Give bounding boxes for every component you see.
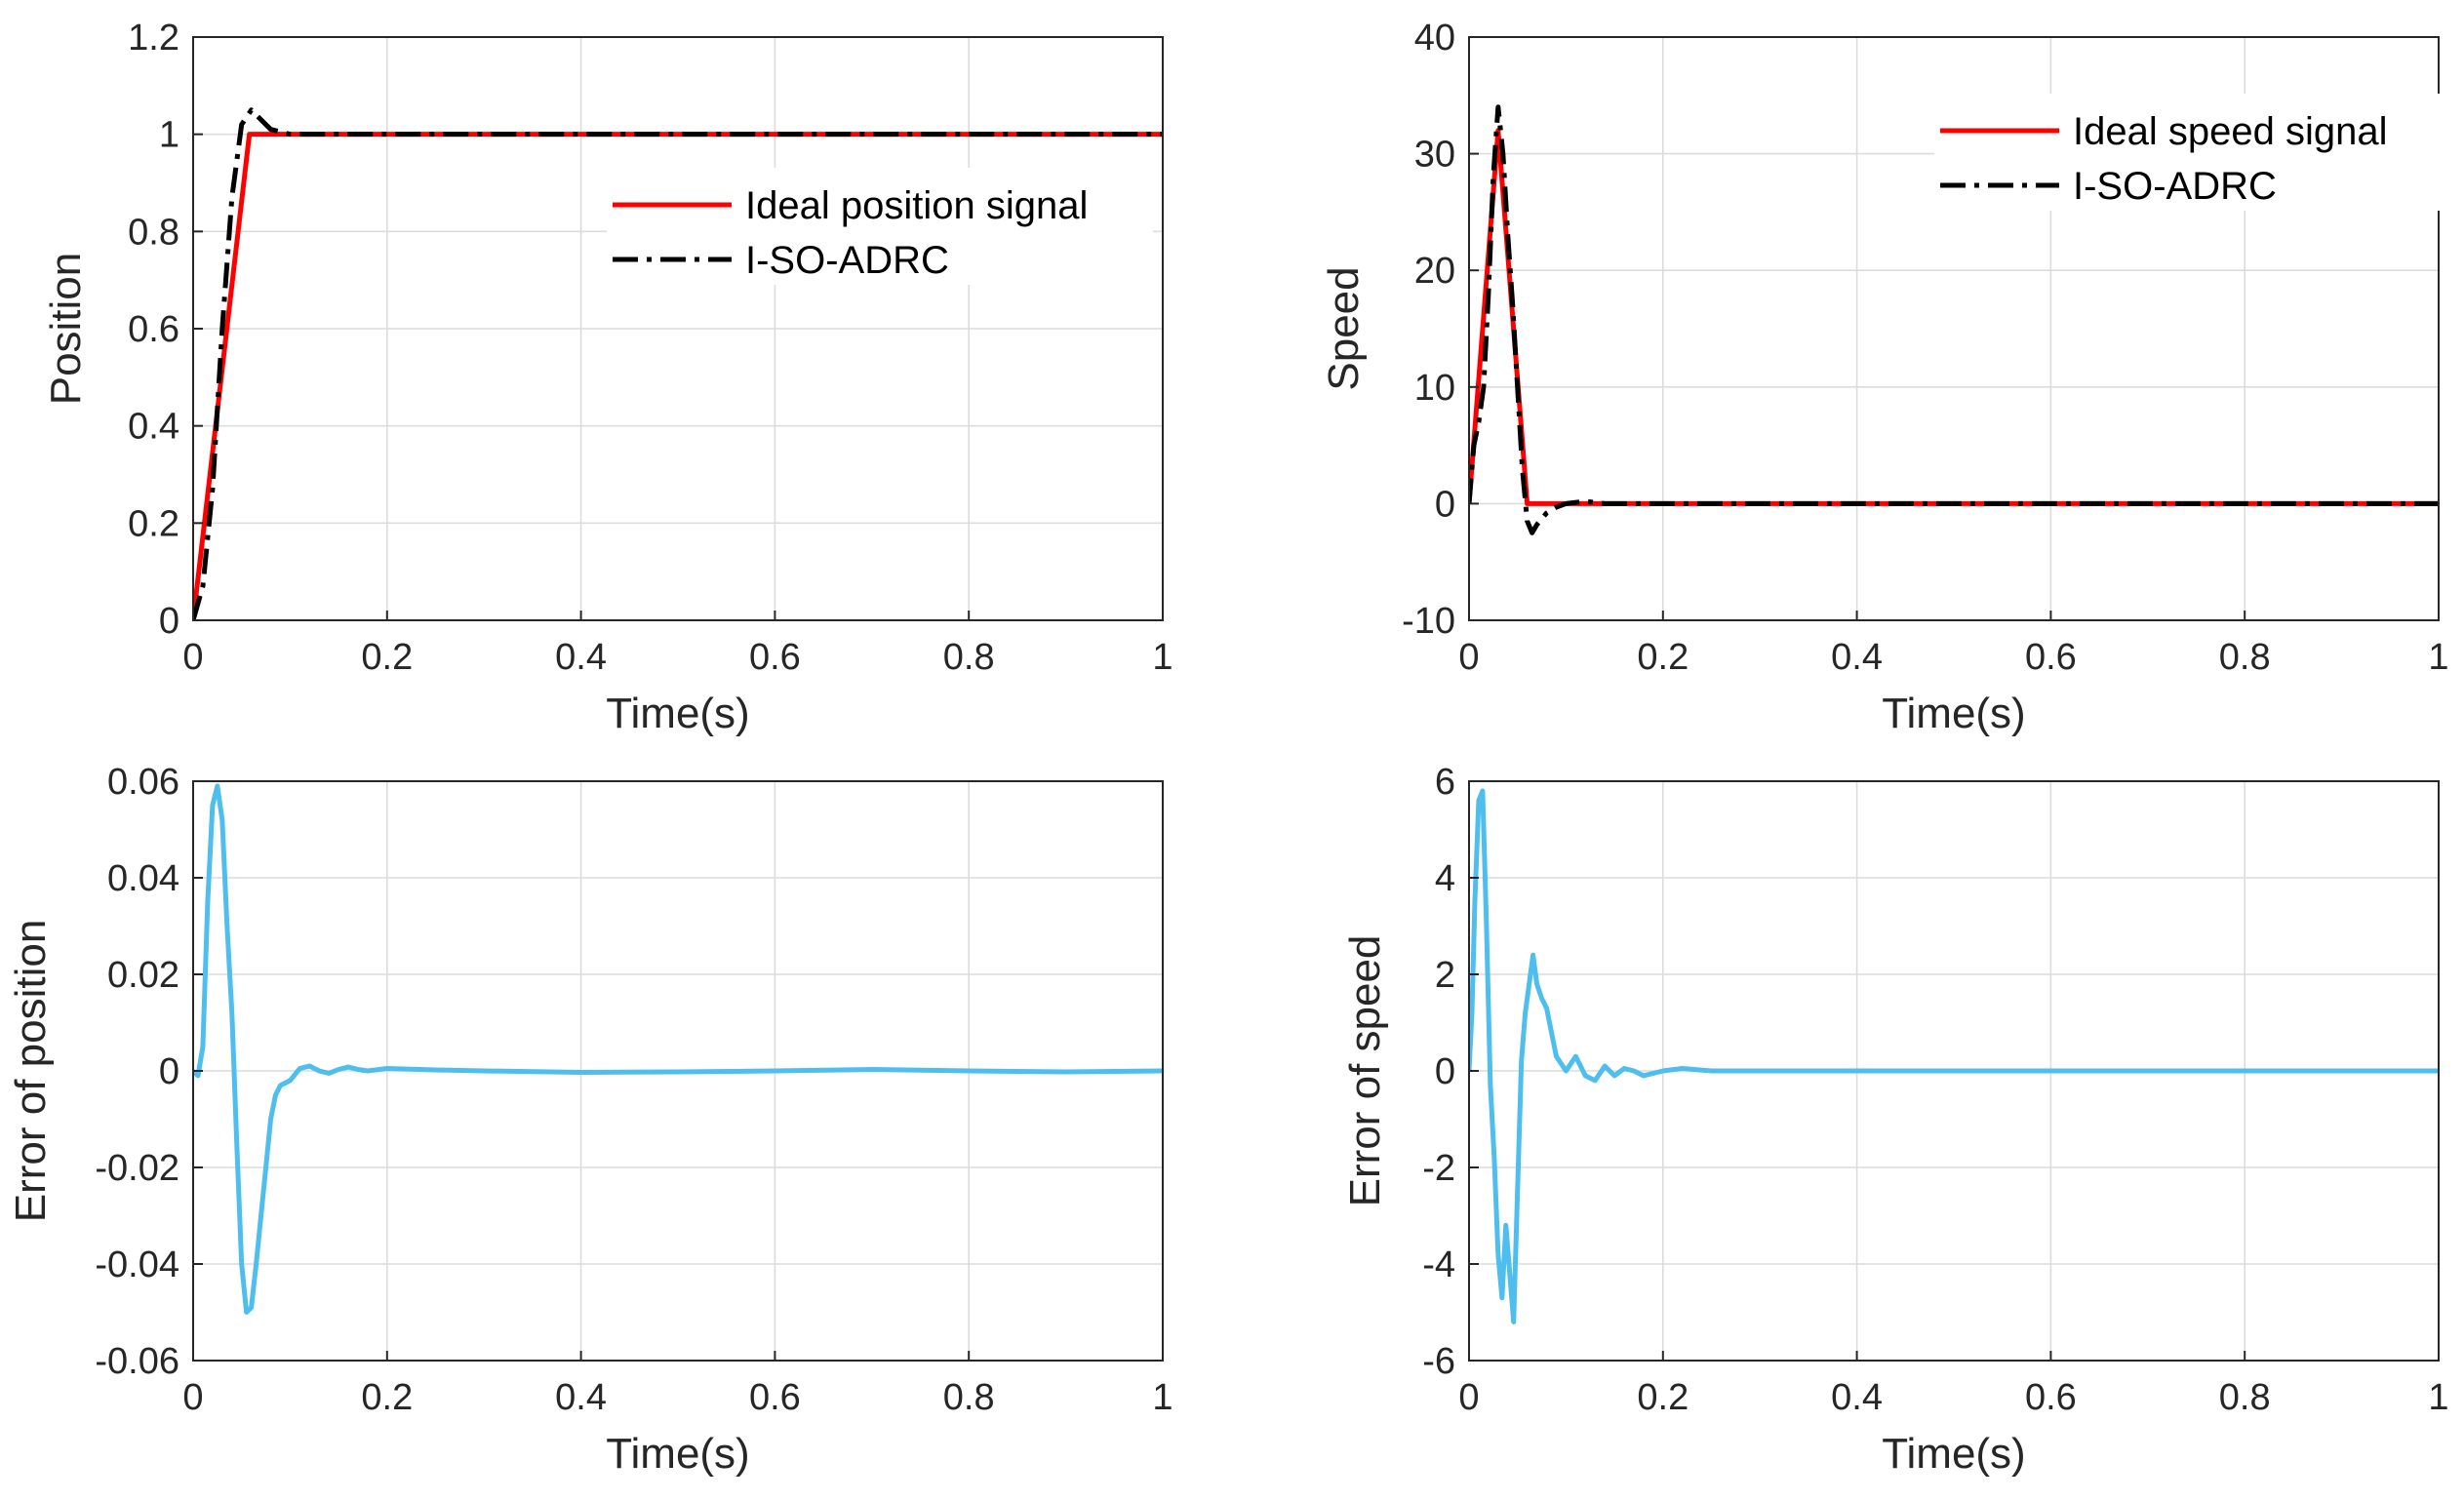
y-tick-label: -6: [1422, 1341, 1455, 1382]
legend-box: [1934, 94, 2442, 211]
chart-error_speed: 0 0.2 0.4 0.6 0.8 1 -6 -4 -2 0 2 4 6 Time(s) Error of …: [1341, 762, 2449, 1478]
y-tick-label: 0: [1435, 484, 1455, 525]
series-line-i-so-adrc: [1469, 104, 2439, 535]
x-tick-label: 0: [1458, 1377, 1479, 1418]
x-tick-label: 0: [182, 1377, 203, 1418]
legend-label: I-SO-ADRC: [745, 239, 949, 282]
axes-frame: [1468, 36, 2440, 621]
y-tick-label: -2: [1422, 1148, 1455, 1189]
x-tick-label: 0.8: [943, 637, 995, 678]
y-tick-label: 0.04: [107, 858, 179, 899]
y-tick-label: -4: [1422, 1244, 1455, 1285]
x-tick-label: 0.4: [555, 1377, 607, 1418]
x-axis-label: Time(s): [606, 1430, 749, 1478]
x-tick-label: 0.4: [1831, 1377, 1883, 1418]
x-tick-label: 0.2: [361, 637, 413, 678]
series-line-error-of-position: [193, 783, 1163, 1315]
x-tick-label: 0.4: [555, 637, 607, 678]
y-tick-label: 0: [159, 1051, 179, 1092]
y-tick-label: 0.02: [107, 955, 179, 996]
x-tick-label: 0.6: [749, 637, 801, 678]
y-tick-label: 10: [1414, 368, 1455, 409]
x-axis-label: Time(s): [1882, 1430, 2025, 1478]
x-tick-label: 1: [2428, 1377, 2448, 1418]
x-tick-label: 0.4: [1831, 637, 1883, 678]
y-tick-label: -0.06: [95, 1341, 179, 1382]
chart-speed: 0 0.2 0.4 0.6 0.8 1-10010203040Time(s)SpeedId…: [1320, 18, 2449, 737]
chart-error_position: 0 0.2 0.4 0.6 0.8 1 -0.06 -0.04 -0.02 0 0.02 0.04 0.…: [7, 762, 1173, 1478]
x-tick-label: 0.6: [749, 1377, 801, 1418]
x-tick-label: 0.6: [2025, 637, 2077, 678]
x-tick-label: 0.2: [1637, 1377, 1689, 1418]
x-tick-label: 0: [182, 637, 203, 678]
y-tick-label: 0.6: [128, 309, 179, 350]
y-tick-label: 40: [1414, 18, 1455, 59]
y-tick-label: -0.04: [95, 1244, 179, 1285]
y-tick-label: 0.06: [107, 762, 179, 803]
series-line-error-of-speed: [1469, 788, 2439, 1324]
x-tick-label: 0: [1458, 637, 1479, 678]
x-tick-label: 1: [1152, 1377, 1172, 1418]
y-axis-label: Error of position: [7, 920, 55, 1223]
y-tick-label: 0.2: [128, 503, 179, 544]
y-tick-label: 6: [1435, 762, 1455, 803]
legend-label: Ideal speed signal: [2073, 110, 2387, 153]
series-line-i-so-adrc: [193, 107, 1163, 620]
y-tick-label: 1: [159, 115, 179, 156]
x-tick-label: 1: [1152, 637, 1172, 678]
legend: Ideal speed signal I-SO-ADRC: [1934, 94, 2442, 211]
x-tick-label: 0.8: [2219, 1377, 2271, 1418]
y-tick-label: 20: [1414, 251, 1455, 292]
y-tick-label: -10: [1402, 601, 1455, 642]
legend: Ideal position signal I-SO-ADRC: [607, 168, 1153, 285]
legend-label: Ideal position signal: [745, 184, 1088, 227]
y-tick-label: -0.02: [95, 1148, 179, 1189]
x-tick-label: 0.8: [2219, 637, 2271, 678]
y-tick-label: 0: [159, 601, 179, 642]
x-tick-label: 0.2: [1637, 637, 1689, 678]
y-tick-label: 0.8: [128, 212, 179, 253]
y-tick-label: 0.4: [128, 407, 179, 448]
y-tick-label: 0: [1435, 1051, 1455, 1092]
y-tick-label: 4: [1435, 858, 1455, 899]
x-axis-label: Time(s): [1882, 690, 2025, 737]
x-tick-label: 1: [2428, 637, 2448, 678]
y-axis-label: Position: [42, 253, 90, 406]
y-tick-label: 2: [1435, 955, 1455, 996]
series-line-ideal-position-signal: [193, 132, 1163, 620]
legend-label: I-SO-ADRC: [2073, 165, 2277, 208]
x-axis-label: Time(s): [606, 690, 749, 737]
x-tick-label: 0.6: [2025, 1377, 2077, 1418]
chart-position: 0 0.2 0.4 0.6 0.8 1 0 0.2 0.4 0.6 0.8 1 1.2 Time(s) Po…: [42, 18, 1173, 737]
y-tick-label: 1.2: [128, 18, 179, 59]
y-tick-label: 30: [1414, 135, 1455, 176]
x-tick-label: 0.2: [361, 1377, 413, 1418]
y-axis-label: Speed: [1320, 266, 1368, 390]
x-tick-label: 0.8: [943, 1377, 995, 1418]
legend-box: [607, 168, 1153, 285]
y-axis-label: Error of speed: [1341, 935, 1389, 1207]
